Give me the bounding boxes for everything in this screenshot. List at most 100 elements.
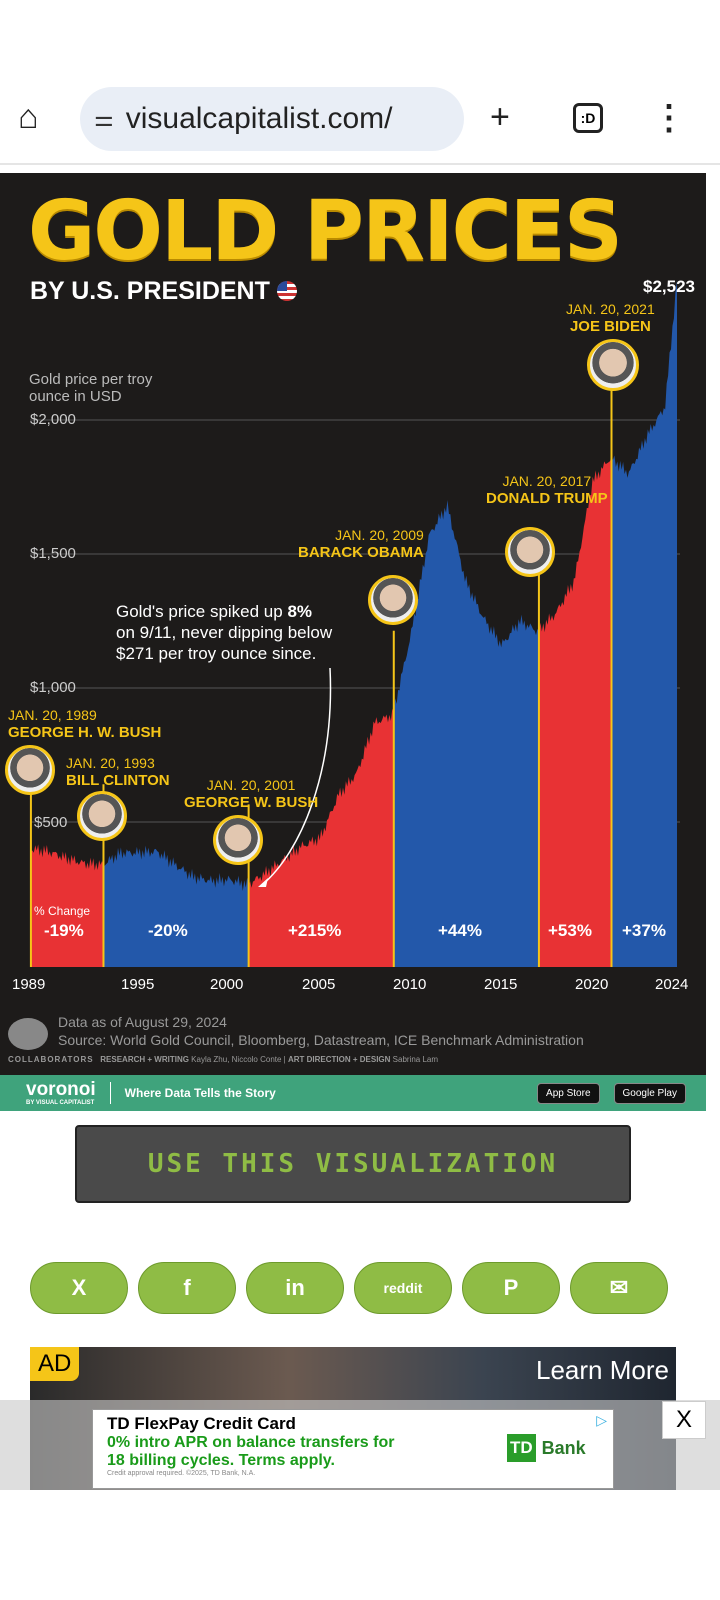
president-name: BILL CLINTON: [66, 772, 170, 789]
share-x-button[interactable]: X: [30, 1262, 128, 1314]
president-label: JAN. 20, 1989 GEORGE H. W. BUSH: [8, 707, 161, 741]
tab-switcher-button[interactable]: :D: [573, 103, 603, 133]
y-axis-title-line: Gold price per troy: [29, 371, 153, 388]
art-label: ART DIRECTION + DESIGN: [287, 1055, 391, 1064]
more-vert-icon[interactable]: ⋮: [652, 99, 686, 137]
president-name: GEORGE W. BUSH: [184, 794, 319, 811]
annotation-text: $271 per troy ounce since.: [116, 644, 317, 663]
ad-body: 18 billing cycles. Terms apply.: [107, 1452, 335, 1469]
annotation-bold: 8%: [287, 602, 313, 621]
ad-card[interactable]: TD FlexPay Credit Card 0% intro APR on b…: [92, 1409, 614, 1489]
new-tab-button[interactable]: +: [490, 98, 510, 136]
president-portrait: [213, 815, 263, 865]
ad-headline: TD FlexPay Credit Card: [107, 1414, 296, 1433]
president-date: JAN. 20, 2021: [566, 301, 655, 317]
research-label: RESEARCH + WRITING: [100, 1055, 189, 1064]
y-axis-title: Gold price per troy ounce in USD: [29, 371, 152, 405]
td-bank-logo: TD Bank: [507, 1434, 586, 1462]
term-area: [393, 499, 539, 967]
term-area: [248, 708, 394, 967]
infographic-subtitle: BY U.S. PRESIDENT: [30, 277, 297, 306]
president-date: JAN. 20, 2009: [335, 527, 424, 543]
y-tick: $1,000: [30, 679, 76, 696]
president-portrait: [5, 745, 55, 795]
x-tick: 2000: [210, 976, 244, 993]
y-tick: $2,000: [30, 411, 76, 428]
close-ad-button[interactable]: X: [662, 1401, 706, 1439]
x-tick: 1989: [12, 976, 46, 993]
research-names: Kayla Zhu, Niccolo Conte: [191, 1055, 282, 1064]
url-text: visualcapitalist.com/: [125, 102, 393, 135]
annotation-911: Gold's price spiked up 8% on 9/11, never…: [116, 601, 332, 664]
divider: [0, 163, 720, 165]
share-email-button[interactable]: ✉: [570, 1262, 668, 1314]
gold-price-chart: [29, 279, 680, 968]
annotation-text: Gold's price spiked up: [116, 602, 288, 621]
td-logo-icon: TD: [507, 1434, 536, 1462]
pct-change: +44%: [438, 921, 482, 940]
term-area: [611, 279, 677, 967]
arrow-head: [258, 878, 268, 887]
president-label: JAN. 20, 2001 GEORGE W. BUSH: [184, 777, 318, 811]
president-label: JAN. 20, 2009 BARACK OBAMA: [298, 527, 424, 561]
google-play-badge[interactable]: Google Play: [613, 1082, 686, 1104]
president-label: JAN. 20, 1993 BILL CLINTON: [66, 755, 170, 789]
voronoi-footer: voronoi BY VISUAL CAPITALIST Where Data …: [0, 1075, 706, 1111]
us-flag-icon: [276, 281, 297, 301]
source: Source: World Gold Council, Bloomberg, D…: [58, 1032, 584, 1048]
president-name: BARACK OBAMA: [298, 544, 424, 561]
president-label: JAN. 20, 2021 JOE BIDEN: [566, 301, 655, 335]
voronoi-logo[interactable]: voronoi BY VISUAL CAPITALIST: [26, 1080, 96, 1106]
art-names: Sabrina Lam: [392, 1055, 439, 1064]
ad-fine-print: Credit approval required. ©2025, TD Bank…: [107, 1470, 256, 1477]
visual-capitalist-logo-icon: [8, 1018, 48, 1050]
divider: [109, 1082, 111, 1104]
president-name: JOE BIDEN: [569, 318, 651, 335]
pct-change-label: % Change: [34, 904, 91, 918]
share-linkedin-button[interactable]: in: [246, 1262, 344, 1314]
y-axis-title-line: ounce in USD: [29, 388, 122, 405]
data-date: Data as of August 29, 2024: [58, 1014, 227, 1030]
learn-more-link[interactable]: Learn More: [536, 1355, 669, 1385]
pct-change: +215%: [288, 921, 342, 940]
president-date: JAN. 20, 1989: [8, 707, 97, 723]
term-area: [30, 844, 104, 967]
latest-price: $2,523: [643, 277, 695, 296]
share-facebook-button[interactable]: f: [138, 1262, 236, 1314]
ad-body: 0% intro APR on balance transfers for: [107, 1434, 395, 1451]
collaborators: COLLABORATORS RESEARCH + WRITING Kayla Z…: [8, 1055, 439, 1064]
president-portrait: [587, 339, 639, 391]
president-label: JAN. 20, 2017 DONALD TRUMP: [486, 473, 608, 507]
site-settings-icon[interactable]: ⚌: [94, 106, 114, 131]
collaborators-label: COLLABORATORS: [8, 1055, 94, 1064]
president-portrait: [77, 791, 127, 841]
use-visualization-button[interactable]: USE THIS VISUALIZATION: [75, 1125, 631, 1203]
x-tick: 1995: [121, 976, 155, 993]
ad-tag: AD: [30, 1347, 80, 1381]
address-bar[interactable]: ⚌ visualcapitalist.com/: [80, 87, 464, 151]
x-tick: 2005: [302, 976, 336, 993]
app-store-badge[interactable]: App Store: [537, 1082, 600, 1104]
tagline: Where Data Tells the Story: [124, 1086, 276, 1100]
pct-change: +53%: [548, 921, 592, 940]
infographic-title: GOLD PRICES: [28, 184, 623, 279]
share-pinterest-button[interactable]: P: [462, 1262, 560, 1314]
president-date: JAN. 20, 1993: [66, 755, 155, 771]
brand-name: voronoi: [26, 1079, 96, 1100]
president-name: DONALD TRUMP: [486, 490, 608, 507]
pct-change: +37%: [622, 921, 666, 940]
share-reddit-button[interactable]: reddit: [354, 1262, 452, 1314]
x-tick: 2024: [655, 976, 689, 993]
x-tick: 2015: [484, 976, 518, 993]
term-area: [103, 845, 249, 967]
adchoices-icon[interactable]: ▷: [596, 1412, 607, 1428]
y-tick: $500: [34, 814, 68, 831]
term-area: [538, 454, 612, 968]
annotation-arrow: [261, 667, 332, 886]
president-date: JAN. 20, 2001: [206, 777, 296, 793]
x-tick: 2010: [393, 976, 427, 993]
pct-change: -20%: [148, 921, 188, 940]
pct-change: -19%: [44, 921, 84, 940]
home-button[interactable]: ⌂: [18, 98, 39, 136]
annotation-text: on 9/11, never dipping below: [116, 623, 333, 642]
